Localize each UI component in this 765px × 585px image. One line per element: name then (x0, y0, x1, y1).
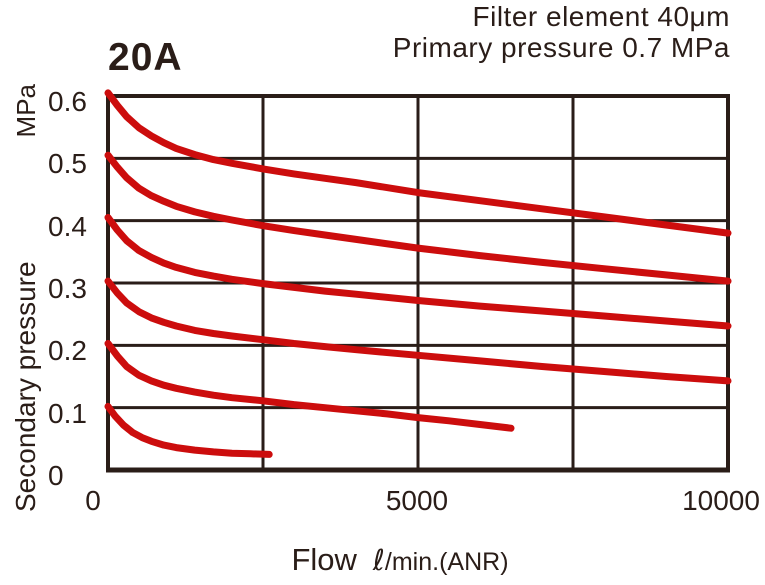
y-tick-label-0.1: 0.1 (48, 397, 87, 429)
y-tick-label-0.6: 0.6 (48, 86, 87, 117)
y-axis-label: Secondary pressure MPa (10, 84, 44, 512)
x-axis-label: Flow ℓ /min.(ANR) (291, 542, 508, 578)
x-tick-label-10000: 10000 (682, 485, 760, 516)
curve-set-0.5-MPa (104, 151, 732, 285)
curve-set-0.1-MPa (104, 402, 273, 458)
curve-set-0.2-MPa (104, 340, 515, 432)
condition-primary-pressure: Primary pressure 0.7 MPa (392, 32, 730, 63)
chart-conditions: Filter element 40μm Primary pressure 0.7… (393, 1, 730, 63)
y-axis-unit: MPa (11, 84, 41, 138)
x-axis-unit: /min.(ANR) (384, 548, 509, 576)
y-tick-label-0.3: 0.3 (48, 273, 87, 304)
y-tick-label-0.5: 0.5 (48, 148, 87, 180)
curve-set-0.6-MPa (104, 89, 732, 237)
y-tick-label-0.2: 0.2 (48, 335, 87, 367)
curve-set-0.4-MPa (104, 214, 732, 330)
y-axis-name: Secondary pressure (10, 261, 41, 512)
x-tick-label-5000: 5000 (385, 485, 449, 516)
x-axis-name: Flow (291, 542, 357, 577)
y-tick-label-0: 0 (48, 460, 64, 491)
model-size-label: 20A (108, 36, 183, 79)
curve-set-0.3-MPa (104, 277, 732, 385)
condition-filter-element: Filter element 40μm (472, 1, 730, 32)
y-tick-label-0.4: 0.4 (48, 210, 87, 242)
x-axis-unit-liter: ℓ (372, 543, 385, 577)
x-tick-label-0: 0 (85, 485, 101, 516)
